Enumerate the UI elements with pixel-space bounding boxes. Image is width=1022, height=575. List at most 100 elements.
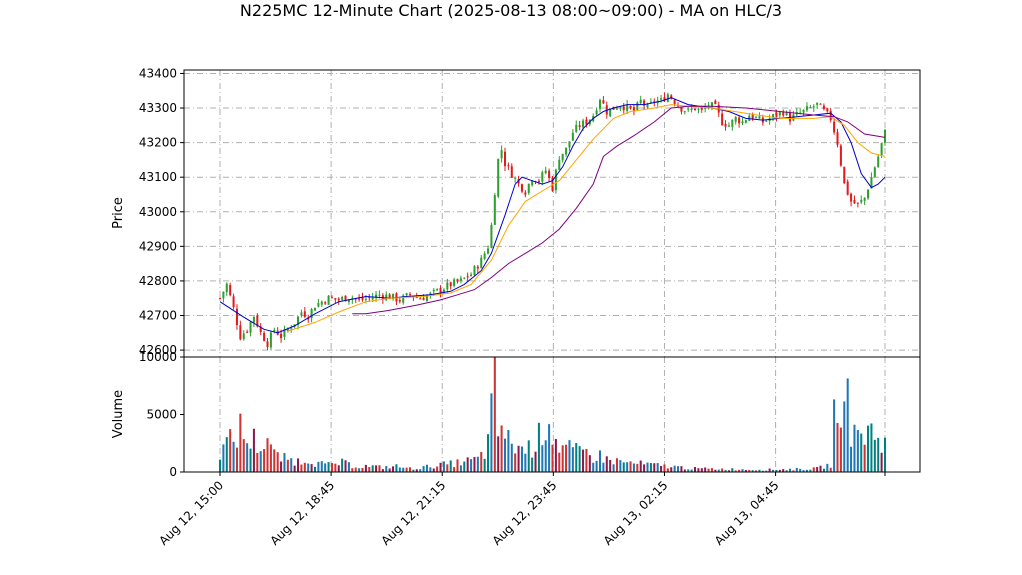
candle-body	[218, 298, 222, 300]
candle-body	[442, 289, 445, 294]
volume-bar	[225, 437, 228, 472]
volume-bar	[792, 470, 795, 472]
candle-body	[565, 147, 568, 155]
candle-body	[561, 153, 564, 161]
candle-body	[500, 150, 503, 159]
candle-body	[734, 117, 737, 122]
volume-bar	[619, 460, 622, 472]
volume-bar	[629, 461, 632, 472]
candle-body	[392, 293, 395, 299]
candle-body	[503, 151, 507, 167]
volume-bar	[361, 467, 364, 472]
volume-bar	[310, 464, 313, 472]
volume-bar	[300, 464, 303, 472]
candle-body	[320, 301, 323, 305]
volume-bar	[280, 461, 283, 472]
candle-body	[836, 132, 839, 145]
candle-body	[388, 294, 391, 299]
candle-body	[235, 308, 238, 326]
candle-body	[782, 112, 785, 116]
candle-body	[402, 295, 405, 303]
candle-body	[812, 106, 815, 108]
volume-bar	[653, 463, 656, 472]
candle-body	[809, 107, 812, 109]
candle-body	[850, 193, 853, 202]
candle-body	[724, 124, 727, 127]
candle-body	[680, 107, 683, 112]
volume-bar	[246, 443, 249, 472]
volume-bar	[351, 468, 354, 472]
candle-body	[731, 119, 734, 127]
volume-bar	[782, 469, 785, 472]
candle-body	[863, 197, 866, 201]
candle-body	[476, 266, 479, 269]
volume-y-tick-label: 10000	[139, 350, 177, 364]
volume-bar	[551, 444, 554, 472]
volume-bar	[222, 444, 225, 472]
volume-bar	[809, 469, 812, 472]
candle-body	[860, 199, 863, 203]
volume-bar	[371, 465, 374, 472]
candle-body	[880, 143, 883, 156]
volume-bar	[646, 462, 649, 472]
candle-body	[324, 302, 327, 304]
price-axis-label: Price	[111, 197, 126, 229]
candle-body	[313, 307, 317, 311]
volume-bar	[337, 465, 340, 472]
volume-bar	[680, 466, 683, 472]
volume-bar	[690, 469, 693, 472]
volume-bar	[470, 459, 473, 472]
volume-bar	[670, 467, 673, 472]
candle-body	[666, 94, 669, 102]
candle-body	[673, 99, 676, 105]
volume-bar	[761, 470, 764, 472]
candle-body	[622, 106, 625, 111]
volume-bar	[554, 438, 557, 472]
candle-body	[256, 315, 259, 327]
volume-bar	[459, 465, 462, 472]
volume-bar	[537, 422, 540, 472]
candle-body	[883, 129, 887, 143]
volume-bar	[341, 458, 344, 472]
candle-body	[554, 169, 557, 191]
volume-y-tick-label: 0	[169, 465, 177, 479]
volume-bar	[313, 466, 317, 472]
volume-bar	[785, 470, 788, 472]
volume-bar	[571, 447, 574, 472]
candle-body	[802, 109, 805, 113]
candle-body	[653, 101, 656, 103]
candle-body	[398, 300, 401, 302]
volume-bar	[867, 425, 870, 472]
volume-bar	[755, 470, 758, 472]
volume-bar	[775, 470, 778, 472]
candle-body	[330, 297, 333, 299]
volume-bar	[378, 465, 381, 472]
volume-bar	[439, 462, 442, 472]
volume-bar	[734, 470, 737, 472]
candle-body	[368, 297, 371, 299]
candle-body	[751, 114, 754, 119]
volume-bar	[673, 465, 676, 472]
candle-body	[449, 282, 452, 287]
volume-bar	[497, 436, 500, 472]
candle-body	[425, 295, 428, 301]
candle-body	[524, 192, 527, 195]
volume-bar	[768, 468, 771, 472]
candle-body	[303, 311, 306, 317]
candle-body	[327, 295, 330, 305]
volume-bar	[235, 447, 238, 472]
volume-bar	[510, 443, 513, 472]
candle-body	[459, 278, 462, 281]
candle-body	[222, 291, 225, 299]
volume-bar	[843, 401, 846, 472]
candle-body	[514, 177, 517, 179]
candle-body	[595, 110, 598, 115]
candle-body	[429, 292, 432, 296]
volume-bar	[877, 437, 880, 472]
candle-body	[598, 99, 602, 109]
candle-body	[283, 329, 286, 337]
candle-body	[446, 282, 449, 290]
candle-body	[755, 117, 758, 119]
volume-bar	[320, 461, 323, 472]
volume-bar	[602, 462, 605, 472]
